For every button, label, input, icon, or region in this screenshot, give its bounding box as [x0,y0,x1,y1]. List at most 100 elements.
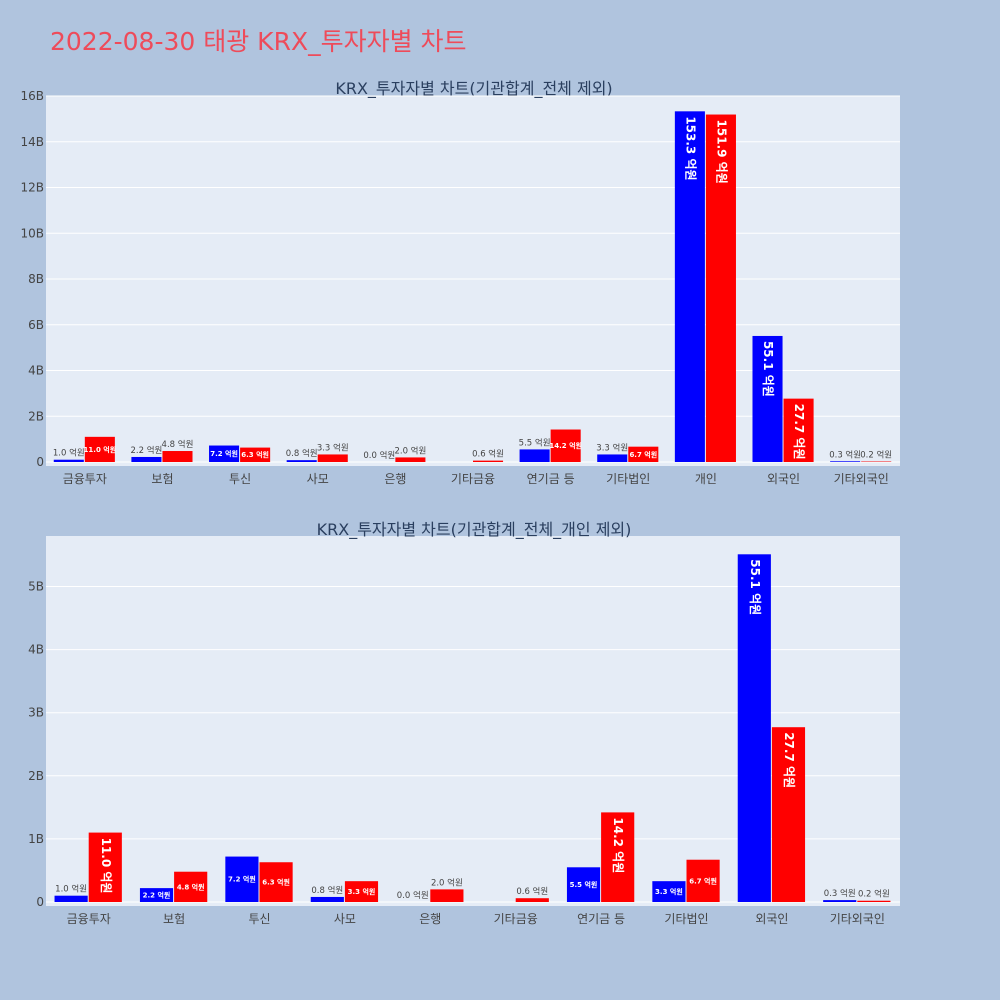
data-label: 7.2 억원 [228,875,256,884]
bar [566,867,601,902]
bar [162,451,193,462]
x-tick-label: 기타외국인 [834,472,889,486]
bar [131,456,162,462]
x-tick-label: 사모 [334,912,356,926]
data-label: 5.5 억원 [519,437,551,448]
bar [430,889,464,902]
data-label: 0.2 억원 [858,889,890,900]
data-label: 2.2 억원 [143,891,171,900]
data-label: 0.8 억원 [311,885,343,896]
bar [783,398,814,462]
data-label: 1.0 억원 [55,884,87,895]
y-tick-label: 10B [20,226,44,240]
data-label: 2.0 억원 [394,445,426,456]
bar [652,881,686,902]
bar [84,436,115,462]
bar [674,111,705,463]
y-tick-label: 1B [28,832,44,846]
bar [259,862,293,902]
data-label: 0.8 억원 [286,448,318,459]
bar [174,871,208,902]
bar [395,457,426,462]
bar [628,446,659,462]
y-tick-label: 12B [20,181,44,195]
x-tick-label: 금융투자 [63,472,107,486]
data-label: 0.0 억원 [397,890,429,901]
data-label: 7.2 억원 [210,449,238,458]
bar [737,554,771,902]
y-tick-label: 4B [28,364,44,378]
y-tick-label: 16B [20,89,44,103]
bar [240,447,271,462]
data-label: 0.3 억원 [829,449,861,460]
data-label: 3.3 억원 [655,887,683,896]
x-tick-label: 기타외국인 [830,912,885,926]
chart-1: KRX_투자자별 차트(기관합계_전체 제외) 0 2B 4B 6B 8B 10B 12B 1… [20,79,900,486]
bar [310,896,344,902]
data-label: 6.7 억원 [689,876,717,885]
x-tick-label: 외국인 [755,912,788,926]
data-label: 0.0 억원 [363,450,395,461]
x-tick-label: 보험 [151,472,173,486]
data-label: 6.3 억원 [262,878,290,887]
data-label: 153.3 억원 [683,116,697,180]
y-tick-label: 4B [28,643,44,657]
x-tick-label: 은행 [384,471,406,486]
data-label: 151.9 억원 [714,120,728,184]
x-tick-label: 보험 [163,912,185,926]
chart-2-title: KRX_투자자별 차트(기관합계_전체_개인 제외) [317,520,632,540]
x-tick-label: 기타법인 [606,472,650,486]
data-label: 27.7 억원 [792,404,806,460]
bar [344,881,379,902]
data-label: 6.3 억원 [241,450,269,459]
bar [286,460,317,462]
x-tick-label: 기타금융 [451,472,495,486]
bar [53,459,84,462]
y-tick-label: 2B [28,769,44,783]
data-label: 55.1 억원 [761,341,775,397]
bar [705,114,736,462]
data-label: 0.6 억원 [472,449,504,460]
bar [473,460,504,462]
y-tick-label: 14B [20,135,44,149]
x-tick-label: 은행 [419,911,441,926]
data-label: 3.3 억원 [317,442,349,453]
x-tick-label: 외국인 [767,472,800,486]
y-tick-label: 2B [28,409,44,423]
x-tick-label: 금융투자 [67,912,111,926]
data-label: 0.2 억원 [860,450,892,461]
bar [317,454,348,462]
data-label: 0.6 억원 [516,886,548,897]
y-tick-label: 6B [28,318,44,332]
data-label: 14.2 억원 [549,441,582,450]
x-tick-label: 기타금융 [494,912,538,926]
data-label: 2.2 억원 [130,445,162,456]
data-label: 5.5 억원 [570,880,598,889]
page-title: 2022-08-30 태광 KRX_투자자별 차트 [50,27,467,56]
x-tick-label: 연기금 등 [577,912,625,926]
bar [830,461,861,462]
bar [601,812,635,902]
bar [823,900,857,902]
data-label: 55.1 억원 [748,559,762,615]
chart-1-title: KRX_투자자별 차트(기관합계_전체 제외) [335,79,612,99]
y-tick-label: 3B [28,706,44,720]
chart-2: KRX_투자자별 차트(기관합계_전체_개인 제외) 0 1B 2B 3B 4B 5B 금융… [28,520,900,926]
bar [139,888,174,902]
y-tick-label: 0 [36,895,44,909]
x-tick-label: 투신 [248,912,270,926]
data-label: 11.0 억원 [84,445,117,454]
data-label: 11.0 억원 [99,838,113,894]
bar [597,454,628,462]
y-tick-label: 0 [36,455,44,469]
y-tick-label: 8B [28,272,44,286]
data-label: 2.0 억원 [431,877,463,888]
bar [88,832,122,902]
x-tick-label: 투신 [229,472,251,486]
data-label: 4.8 억원 [162,439,194,450]
bar [519,449,550,462]
bar [54,895,88,902]
bar [857,900,891,902]
data-label: 27.7 억원 [782,732,796,788]
bar [515,898,549,902]
